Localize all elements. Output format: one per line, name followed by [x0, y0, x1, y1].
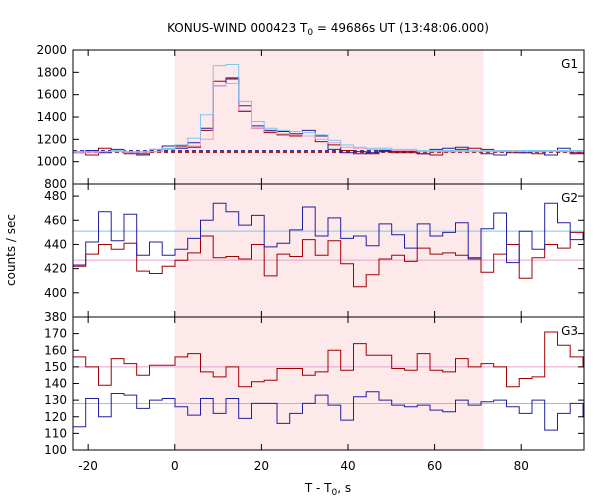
x-tick-label: 0	[171, 459, 179, 473]
y-tick-label: 420	[44, 262, 67, 276]
y-tick-label: 160	[44, 343, 67, 357]
y-tick-label: 800	[44, 177, 67, 191]
panel-g2: 380 400 420 440 460 480 G2	[44, 183, 585, 324]
shaded-interval	[174, 50, 484, 184]
panel-g3: 100 110 120 130 140 150 160 170 G3	[44, 316, 585, 457]
series-blue	[73, 202, 584, 266]
panel-g1: 800 1000 1200 1400 1600 1800 2000 G1	[36, 43, 585, 191]
panels-group: 800100012001400160018002000G138040042044…	[36, 43, 585, 473]
y-tick-label: 440	[44, 237, 67, 251]
x-tick-label: -20	[78, 459, 98, 473]
y-tick-label: 110	[44, 426, 67, 440]
y-tick-label: 400	[44, 286, 67, 300]
y-tick-label: 1000	[36, 155, 67, 169]
x-axis-label: T - T0, s	[304, 481, 351, 498]
y-tick-label: 1200	[36, 132, 67, 146]
y-tick-label: 170	[44, 327, 67, 341]
x-tick-label: 80	[514, 459, 529, 473]
y-tick-label: 380	[44, 310, 67, 324]
y-tick-label: 150	[44, 360, 67, 374]
series-pink	[73, 83, 584, 154]
series-red	[73, 331, 584, 388]
shaded-interval	[174, 317, 484, 450]
series-lightblue	[73, 64, 584, 153]
panel-label: G3	[561, 324, 578, 338]
panel-label: G2	[561, 191, 578, 205]
y-axis-label: counts / sec	[4, 214, 18, 286]
panel-label: G1	[561, 57, 578, 71]
y-tick-label: 460	[44, 213, 67, 227]
x-tick-label: 20	[254, 459, 269, 473]
series-blue	[73, 391, 584, 431]
y-tick-label: 1400	[36, 110, 67, 124]
y-tick-label: 1800	[36, 65, 67, 79]
y-tick-label: 100	[44, 443, 67, 457]
y-tick-label: 480	[44, 189, 67, 203]
x-tick-label: 60	[427, 459, 442, 473]
y-tick-label: 2000	[36, 43, 67, 57]
shaded-interval	[174, 184, 484, 317]
x-tick-label: 40	[340, 459, 355, 473]
y-tick-label: 120	[44, 410, 67, 424]
y-tick-label: 1600	[36, 88, 67, 102]
y-tick-label: 130	[44, 393, 67, 407]
y-tick-label: 140	[44, 377, 67, 391]
chart-title: KONUS-WIND 000423 T0 = 49686s UT (13:48:…	[167, 21, 489, 38]
